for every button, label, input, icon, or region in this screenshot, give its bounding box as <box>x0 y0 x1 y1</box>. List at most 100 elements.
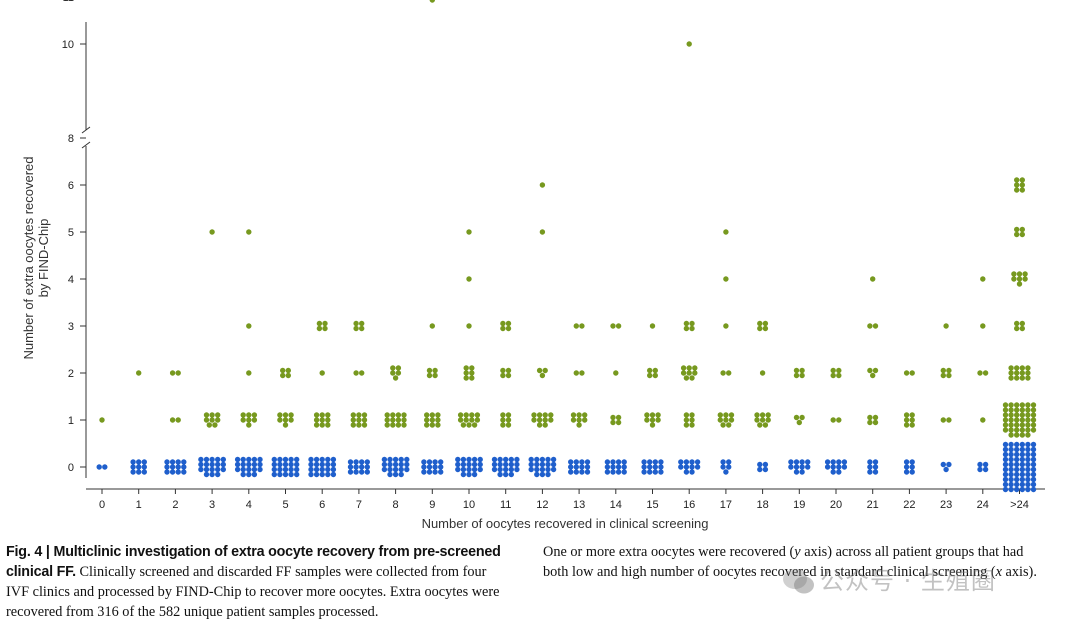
data-point <box>426 469 433 475</box>
data-point <box>1014 466 1020 473</box>
data-point <box>460 456 467 463</box>
wechat-logo-icon <box>783 569 814 594</box>
data-point <box>909 422 915 428</box>
data-point <box>429 412 435 418</box>
data-point <box>212 422 218 428</box>
data-point <box>141 464 147 470</box>
data-point <box>830 417 836 423</box>
data-point <box>364 459 370 465</box>
data-point <box>1014 177 1020 183</box>
data-point <box>573 323 579 329</box>
y-tick-label: 5 <box>68 227 74 239</box>
x-tick-label: 18 <box>756 499 768 511</box>
data-point <box>294 466 300 473</box>
data-point <box>392 375 399 381</box>
x-tick-label: 11 <box>500 499 511 511</box>
data-point <box>505 325 512 332</box>
data-point <box>584 464 591 470</box>
data-point <box>534 461 540 468</box>
data-point <box>788 459 794 465</box>
data-point <box>870 276 876 282</box>
data-point <box>1002 427 1009 433</box>
data-point <box>1016 271 1023 277</box>
data-point <box>421 459 427 465</box>
data-point <box>793 414 800 421</box>
data-point <box>1008 432 1014 438</box>
data-point <box>460 422 467 428</box>
data-point <box>508 471 514 478</box>
data-point <box>426 367 433 374</box>
data-point <box>387 461 393 468</box>
data-point <box>689 417 695 423</box>
data-point <box>1016 281 1023 287</box>
data-point <box>429 422 435 428</box>
data-point <box>398 471 404 478</box>
data-point <box>435 417 441 423</box>
data-point <box>175 370 181 376</box>
data-point <box>720 370 726 376</box>
data-point <box>1030 486 1037 493</box>
axis-break-mark <box>81 141 91 149</box>
data-point <box>683 325 690 332</box>
data-point <box>689 464 695 470</box>
data-point <box>765 417 771 423</box>
data-point <box>1008 441 1014 448</box>
caption-body: Clinically screened and discarded FF sam… <box>6 564 500 620</box>
data-point <box>392 461 399 468</box>
data-point <box>398 456 404 463</box>
data-point <box>940 417 946 423</box>
data-point <box>982 466 989 473</box>
data-point <box>1008 422 1014 428</box>
data-point <box>282 471 289 478</box>
data-point <box>573 469 579 475</box>
data-point <box>514 456 520 463</box>
data-point <box>466 466 472 473</box>
data-point <box>438 464 444 470</box>
data-point <box>1016 276 1023 282</box>
data-point <box>550 456 557 463</box>
data-point <box>584 459 591 465</box>
data-point <box>1025 461 1031 468</box>
data-point <box>799 372 805 379</box>
data-point <box>432 464 438 470</box>
data-point <box>867 459 873 465</box>
data-point <box>471 466 478 473</box>
data-point <box>604 459 611 465</box>
data-point <box>1014 375 1020 381</box>
y-tick-label: 11 <box>63 0 74 4</box>
data-point <box>169 370 176 376</box>
data-point <box>353 370 359 376</box>
data-point <box>277 471 283 478</box>
data-point <box>1030 461 1037 468</box>
data-point <box>793 459 800 465</box>
data-point <box>867 464 873 470</box>
y-tick-label: 6 <box>68 180 74 192</box>
data-point <box>215 471 221 478</box>
data-point <box>426 464 433 470</box>
data-point <box>251 466 258 473</box>
data-point <box>390 422 396 428</box>
data-point <box>497 456 503 463</box>
data-point <box>649 417 656 423</box>
data-point <box>503 471 509 478</box>
data-point <box>500 412 506 418</box>
data-point <box>1025 456 1031 463</box>
data-point <box>680 370 687 376</box>
data-point <box>246 456 252 463</box>
data-point <box>1025 451 1031 458</box>
data-point <box>1008 365 1014 371</box>
data-point <box>319 466 325 473</box>
data-point <box>1019 486 1025 493</box>
data-point <box>356 422 362 428</box>
data-point <box>545 471 551 478</box>
data-point <box>867 419 873 426</box>
data-point <box>573 370 579 376</box>
data-point <box>726 464 732 470</box>
data-point <box>762 466 769 473</box>
data-point <box>872 414 879 421</box>
data-point <box>1030 427 1037 433</box>
data-point <box>206 422 212 428</box>
x-tick-label: 10 <box>463 499 475 511</box>
data-point <box>610 469 616 475</box>
data-point <box>694 464 701 470</box>
